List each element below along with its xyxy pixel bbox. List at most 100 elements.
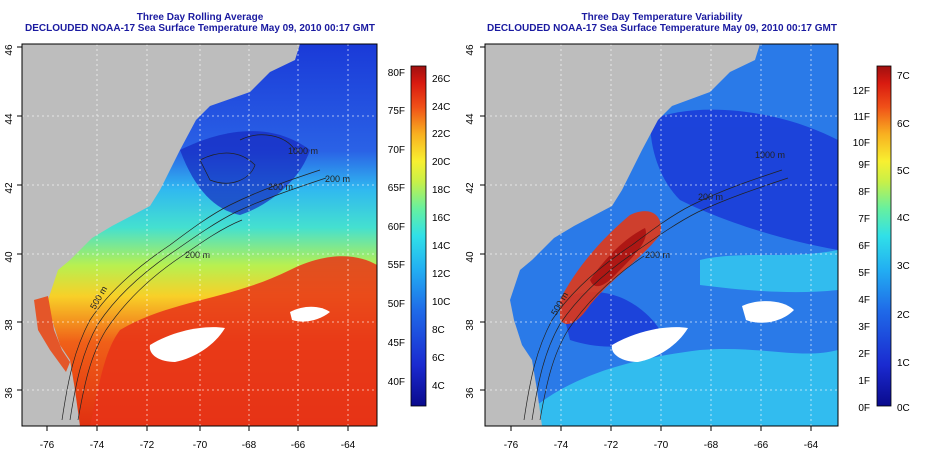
left-lon-tickmarks: [46, 426, 349, 431]
left-graticule: [22, 44, 377, 426]
right-lon-tickmarks: [510, 426, 812, 431]
right-contour-label: 1000 m: [755, 150, 785, 160]
right-colorbar: 0F 1F 2F 3F 4F 5F 6F 7F 8F 9F 10F 11F 12…: [853, 65, 910, 414]
right-lon-tick: -72: [604, 440, 619, 451]
left-lat-tickmarks: [17, 46, 22, 391]
left-map-title-block: Three Day Rolling Average DECLOUDED NOAA…: [0, 12, 400, 34]
left-colorbar-ramp: [410, 65, 427, 407]
left-cb-f-label: 45F: [388, 338, 405, 349]
right-map-title: Three Day Temperature Variability: [581, 12, 743, 23]
left-cb-f-label: 50F: [388, 299, 405, 310]
left-cb-c-label: 6C: [432, 353, 445, 364]
left-cloud-mask-2: [290, 306, 330, 322]
right-cb-f-label: 11F: [854, 112, 871, 123]
right-cb-c-label: 5C: [897, 166, 910, 177]
right-map: 1000 m 200 m 200 m 500 m -76 -74 -72 -70…: [465, 43, 910, 451]
left-contour-label: 200 m: [325, 174, 350, 184]
right-colorbar-c-labels: 0C 1C 2C 3C 4C 5C 6C 7C: [897, 71, 910, 414]
left-lon-tick: -76: [40, 440, 55, 451]
left-lat-tick: 38: [4, 319, 15, 331]
right-cloud-mask-1: [611, 327, 688, 362]
left-lon-tick: -72: [140, 440, 155, 451]
left-red-coastal-band: [34, 296, 70, 372]
right-lat-tick: 42: [465, 182, 476, 194]
left-colorbar-c-labels: 4C 6C 8C 10C 12C 14C 16C 18C 20C 22C 24C…: [432, 74, 450, 392]
left-cb-f-label: 70F: [388, 145, 405, 156]
left-lat-tick: 42: [4, 182, 15, 194]
left-land: [22, 44, 300, 426]
left-colorbar-f-labels: 40F 45F 50F 55F 60F 65F 70F 75F 80F: [388, 68, 405, 388]
right-cb-f-label: 8F: [858, 187, 870, 198]
right-cb-f-label: 3F: [858, 322, 870, 333]
right-lat-tick: 44: [465, 113, 476, 125]
left-cb-c-label: 20C: [432, 157, 450, 168]
left-cb-c-label: 4C: [432, 381, 445, 392]
right-colorbar-f-labels: 0F 1F 2F 3F 4F 5F 6F 7F 8F 9F 10F 11F 12…: [853, 86, 870, 414]
right-lat-tick: 36: [465, 387, 476, 399]
left-cb-f-label: 65F: [388, 183, 405, 194]
right-lat-tick: 40: [465, 251, 476, 263]
right-cb-c-label: 7C: [897, 71, 910, 82]
right-contour-label: 200 m: [698, 192, 723, 202]
right-cb-f-label: 10F: [853, 138, 870, 149]
right-cb-f-label: 12F: [853, 86, 870, 97]
left-map: 1000 m 200 m 200 m 500 m 200 m -76 -74 -…: [4, 43, 450, 451]
left-map-title: Three Day Rolling Average: [136, 12, 264, 23]
right-graticule: [485, 44, 838, 426]
right-lat-tick: 38: [465, 319, 476, 331]
right-cb-f-label: 7F: [858, 214, 870, 225]
right-map-subtitle: DECLOUDED NOAA-17 Sea Surface Temperatur…: [487, 23, 837, 34]
left-cb-c-label: 8C: [432, 325, 445, 336]
right-lon-tick: -76: [504, 440, 519, 451]
left-lat-axis: 36 38 40 42 44 46: [4, 44, 15, 399]
right-map-title-block: Three Day Temperature Variability DECLOU…: [462, 12, 862, 34]
right-lat-tickmarks: [480, 46, 485, 391]
left-cb-f-label: 80F: [388, 68, 405, 79]
left-cb-f-label: 75F: [388, 106, 405, 117]
left-lon-tick: -70: [193, 440, 208, 451]
right-cb-f-label: 0F: [858, 403, 870, 414]
left-contour-label: 200 m: [268, 182, 293, 192]
right-cb-f-label: 4F: [858, 295, 870, 306]
right-cb-f-label: 1F: [858, 376, 870, 387]
right-contour-label: 200 m: [645, 250, 670, 260]
right-cb-f-label: 6F: [858, 241, 870, 252]
right-cb-c-label: 1C: [897, 358, 910, 369]
left-cb-c-label: 12C: [432, 269, 450, 280]
right-cb-c-label: 0C: [897, 403, 910, 414]
right-cb-c-label: 6C: [897, 119, 910, 130]
left-cb-c-label: 22C: [432, 129, 450, 140]
right-lon-tick: -64: [804, 440, 819, 451]
left-lat-tick: 44: [4, 113, 15, 125]
left-colorbar: 40F 45F 50F 55F 60F 65F 70F 75F 80F 4C 6…: [388, 65, 450, 407]
left-contour-label: 1000 m: [288, 146, 318, 156]
left-cb-c-label: 10C: [432, 297, 450, 308]
left-lat-tick: 36: [4, 387, 15, 399]
left-lon-tick: -66: [291, 440, 306, 451]
left-map-subtitle: DECLOUDED NOAA-17 Sea Surface Temperatur…: [25, 23, 375, 34]
left-cb-f-label: 55F: [388, 260, 405, 271]
right-cloud-mask-2: [742, 301, 794, 323]
right-lon-axis: -76 -74 -72 -70 -68 -66 -64: [504, 440, 819, 451]
right-high-variability-core: [590, 228, 646, 287]
left-warm-blob: [90, 256, 377, 426]
right-cb-c-label: 4C: [897, 213, 910, 224]
left-cb-f-label: 60F: [388, 222, 405, 233]
left-cb-f-label: 40F: [388, 377, 405, 388]
right-lon-tick: -66: [754, 440, 769, 451]
left-lon-tick: -64: [341, 440, 356, 451]
right-bathymetry-contours: [523, 169, 789, 421]
right-lat-axis: 36 38 40 42 44 46: [465, 44, 476, 399]
left-cb-c-label: 14C: [432, 241, 450, 252]
left-lon-tick: -74: [90, 440, 105, 451]
left-bathymetry-contours: [61, 134, 327, 421]
right-colorbar-ramp: [876, 65, 892, 407]
left-cb-c-label: 18C: [432, 185, 450, 196]
left-cb-c-label: 16C: [432, 213, 450, 224]
left-lat-tick: 40: [4, 251, 15, 263]
left-cb-c-label: 26C: [432, 74, 450, 85]
right-lon-tick: -70: [654, 440, 669, 451]
right-lat-tick: 46: [465, 44, 476, 56]
left-contour-label: 200 m: [185, 250, 210, 260]
